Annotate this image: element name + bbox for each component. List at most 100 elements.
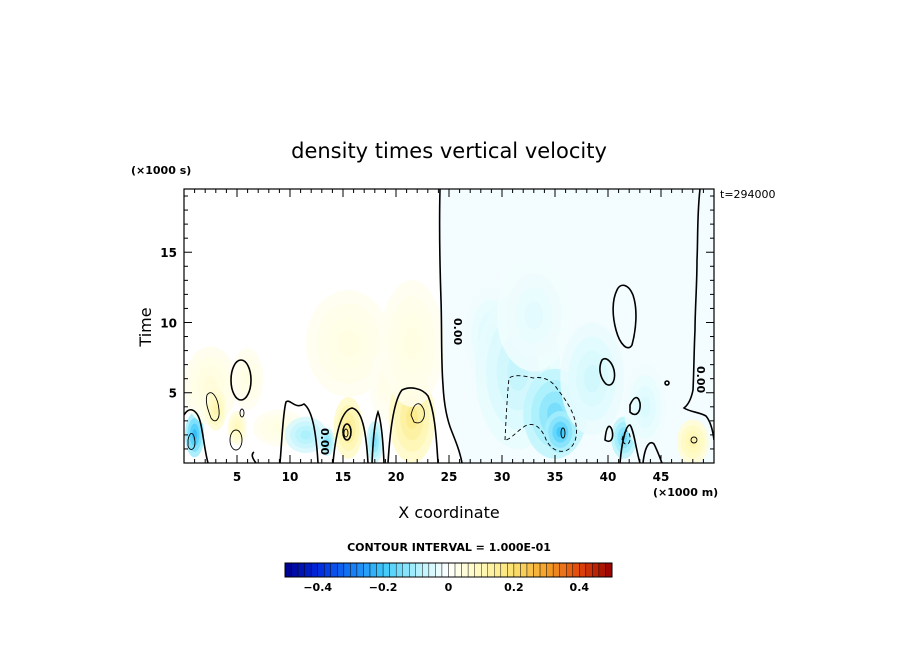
zero-contour-wiggle [371,409,385,463]
zero-contour-wiggle [332,407,369,463]
colorbar-swatch [337,562,345,578]
colorbar-swatch [474,562,482,578]
colorbar-swatch [598,562,606,578]
colorbar-swatch [441,562,449,578]
colorbar-swatch [395,562,403,578]
colorbar-tick-label: 0.2 [504,581,524,594]
colorbar [284,562,613,578]
inner-contour [239,408,245,418]
colorbar-frame [284,562,613,578]
colorbar-swatch [552,562,560,578]
colorbar-swatch [500,562,508,578]
inner-contour [229,429,243,451]
zero-contour-loop [251,451,257,463]
colorbar-swatch [592,562,600,578]
zero-contour-wiggle [387,387,439,463]
field-blob [243,370,252,387]
colorbar-swatch [579,562,587,578]
x-tick-label: 20 [388,470,405,484]
colorbar-swatch [559,562,567,578]
colorbar-swatch [304,562,312,578]
colorbar-swatch [324,562,331,578]
x-tick-label: 35 [547,470,564,484]
field-blob [584,364,601,393]
colorbar-swatch [526,562,534,578]
colorbar-swatch [448,562,456,578]
colorbar-swatch [461,562,469,578]
field-blob [337,330,359,357]
colorbar-swatch [310,562,318,578]
colorbar-swatch [363,562,371,578]
colorbar-swatch [343,562,351,578]
y-tick-labels: 5 10 15 [160,246,177,401]
chart-title: density times vertical velocity [291,139,607,163]
x-tick-label: 10 [282,470,299,484]
y-axis-label: Time [136,307,155,347]
y-tick-label: 5 [169,387,177,401]
negative-contour [621,430,631,445]
zero-contour-main [438,189,463,463]
colorbar-swatch [389,562,397,578]
zero-contour-loop [599,357,616,386]
x-tick-label: 25 [441,470,458,484]
inner-contours [187,392,698,451]
zero-contour-loop [230,359,252,401]
zero-contour-left-edge [184,409,209,463]
zero-contour-loop [342,423,352,441]
y-unit-label: (×1000 s) [131,164,191,177]
colorbar-swatch [513,562,521,578]
x-tick-labels: 5 10 15 20 25 30 35 40 45 [233,470,670,484]
zero-contour-wiggle [279,400,319,463]
field-blob [403,327,420,360]
x-tick-label: 5 [233,470,241,484]
zero-contour-loop [612,284,637,349]
colorbar-swatch [284,562,292,578]
contour-label: 0.00 [694,366,707,393]
colorbar-swatch [585,562,593,578]
field-blob [213,404,219,415]
field-blob [300,430,312,440]
colorbar-tick-labels: −0.4 −0.2 0 0.2 0.4 [303,581,589,594]
colorbar-swatch [382,562,390,578]
zero-contour-loop [664,380,670,386]
colorbar-swatch [402,562,410,578]
colorbar-tick-label: 0 [445,581,453,594]
y-ticks [184,195,714,450]
colorbar-swatch [330,562,338,578]
colorbar-swatch [487,562,495,578]
field-blobs [184,259,709,463]
colorbar-swatch [317,562,325,578]
colorbar-swatch [376,562,384,578]
negative-contours [504,375,631,452]
zero-contour-wiggle [604,425,614,443]
inner-contour [187,433,196,450]
x-tick-label: 15 [335,470,352,484]
colorbar-swatch [422,562,430,578]
colorbar-tick-label: 0.4 [570,581,590,594]
inner-contour [410,403,425,424]
time-stamp: t=294000 [720,188,776,201]
inner-contour [205,392,220,422]
zero-contours [184,189,714,463]
x-unit-label: (×1000 m) [653,486,718,499]
x-tick-label: 40 [600,470,617,484]
x-tick-label: 45 [653,470,670,484]
negative-contour [504,375,577,452]
colorbar-swatch [297,562,305,578]
colorbar-swatch [566,562,573,578]
field-blob [639,396,651,418]
colorbar-swatch [572,562,580,578]
colorbar-tick-label: −0.2 [369,581,398,594]
colorbar-swatch [454,562,462,578]
x-tick-label: 30 [494,470,511,484]
colorbar-swatch [494,562,502,578]
zero-contour-right [682,189,714,441]
field-blob [192,429,197,441]
inner-contour [343,428,349,438]
colorbar-swatch [467,562,475,578]
field-blob [325,438,329,446]
contour-interval-label: CONTOUR INTERVAL = 1.000E-01 [347,541,551,554]
colorbar-swatch [291,562,299,578]
zero-contour-wiggle [642,441,663,463]
